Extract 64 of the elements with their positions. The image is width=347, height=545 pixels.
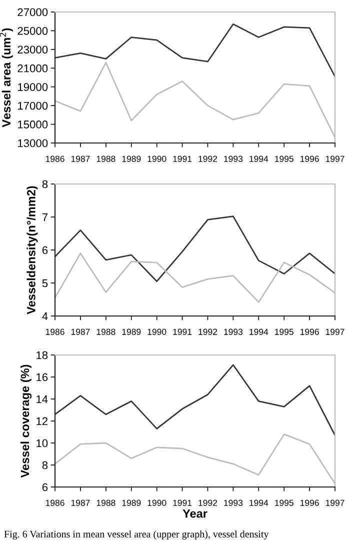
- x-tick-label: 1995: [275, 500, 294, 506]
- x-tick-label: 1990: [148, 156, 166, 162]
- x-tick-label: 1992: [198, 500, 218, 506]
- y-tick-label: 21000: [18, 64, 48, 72]
- line-series: [55, 216, 335, 282]
- x-tick-label: 1989: [122, 500, 141, 506]
- y-tick-label: 8: [42, 461, 48, 470]
- x-tick-label: 1992: [198, 328, 218, 335]
- y-tick-label: 15000: [18, 120, 48, 128]
- x-tick-label: 1993: [224, 500, 243, 506]
- x-tick-label: 1997: [326, 328, 344, 335]
- x-tick-label: 1993: [224, 156, 243, 162]
- x-tick-label: 1989: [122, 328, 141, 335]
- x-tick-label: 1995: [275, 328, 294, 335]
- y-tick-label: 25000: [18, 26, 48, 35]
- x-tick-label: 1988: [96, 500, 116, 506]
- y-tick-label: 17000: [18, 102, 48, 110]
- x-tick-label: 1992: [198, 156, 218, 162]
- x-tick-label: 1990: [148, 328, 166, 335]
- x-tick-label: 1993: [224, 328, 243, 335]
- x-tick-label: 1994: [250, 500, 268, 506]
- y-tick-label: 27000: [18, 8, 48, 16]
- x-tick-label: 1996: [300, 500, 319, 506]
- x-tick-label: 1994: [250, 328, 268, 335]
- x-tick-label: 1986: [46, 156, 64, 162]
- x-tick-label: 1996: [300, 328, 319, 335]
- x-tick-label: 1987: [71, 328, 90, 335]
- y-axis-title: Vessel coverage (%): [20, 364, 32, 478]
- x-tick-label: 1991: [173, 328, 192, 335]
- y-tick-label: 18: [36, 351, 48, 360]
- x-tick-label: 1987: [71, 156, 90, 162]
- line-series: [55, 23, 335, 78]
- x-tick-label: 1997: [326, 500, 344, 506]
- x-tick-label: 1996: [300, 156, 319, 162]
- y-tick-label: 14: [36, 395, 48, 404]
- x-tick-label: 1989: [122, 156, 141, 162]
- y-tick-label: 8: [42, 180, 48, 188]
- x-tick-label: 1990: [148, 500, 166, 506]
- y-tick-label: 16: [36, 373, 48, 382]
- caption: Fig. 6 Variations in mean vessel area (upper graph), vessel density: [4, 530, 269, 540]
- y-tick-label: 5: [42, 279, 48, 288]
- x-tick-label: 1988: [96, 328, 116, 335]
- y-tick-label: 6: [42, 483, 48, 492]
- x-tick-label: 1994: [250, 156, 268, 162]
- x-tick-label: 1991: [173, 156, 192, 162]
- y-tick-label: 6: [42, 246, 48, 254]
- y-axis-title: Vesseldensity(n°/mm2): [26, 186, 38, 314]
- y-tick-label: 19000: [18, 83, 48, 91]
- y-tick-label: 23000: [18, 46, 48, 54]
- x-tick-label: 1988: [96, 156, 116, 162]
- y-tick-label: 13000: [18, 139, 48, 148]
- line-series: [55, 364, 335, 436]
- x-axis-title: Year: [182, 509, 208, 518]
- x-tick-label: 1986: [46, 500, 64, 506]
- x-tick-label: 1997: [326, 156, 344, 162]
- y-axis-title: Vessel area (um$^{2}$): [0, 28, 13, 128]
- y-tick-label: 4: [42, 312, 48, 320]
- x-tick-label: 1991: [173, 500, 192, 506]
- y-tick-label: 10: [36, 439, 48, 448]
- x-tick-label: 1995: [275, 156, 294, 162]
- x-tick-label: 1986: [46, 328, 64, 335]
- y-tick-label: 7: [42, 213, 48, 222]
- y-tick-label: 12: [36, 417, 48, 426]
- x-tick-label: 1987: [71, 500, 90, 506]
